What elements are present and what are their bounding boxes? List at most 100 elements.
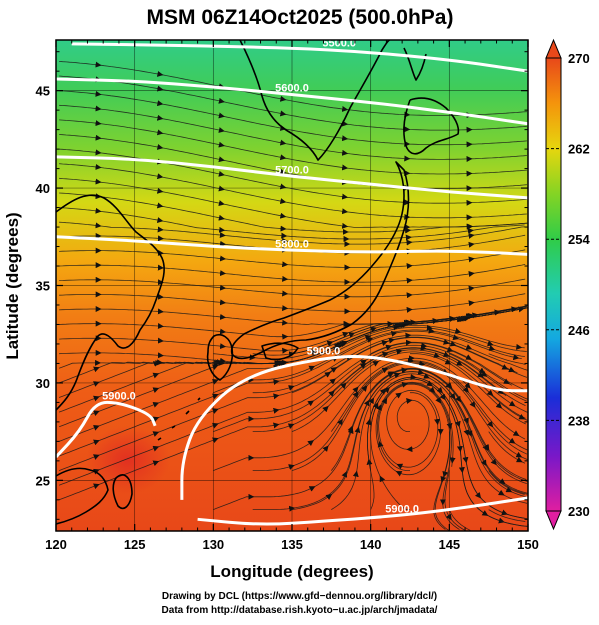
streamline (375, 381, 454, 476)
streamline-arrow (446, 422, 453, 430)
height-contour-label: 5900.0 (102, 390, 136, 402)
streamline-arrow (486, 389, 494, 396)
streamline-arrow (469, 401, 476, 408)
colorbar-tick-label: 270 (568, 51, 590, 66)
streamline (409, 353, 526, 425)
plot-area: 5500.0 5600.0 5700.0 5800.0 5900.0 5900.0 5900… (56, 40, 528, 531)
chart-title: MSM 06Z14Oct2025 (500.0hPa) (147, 6, 454, 29)
streamline-arrow (428, 386, 436, 393)
streamline-arrow (365, 418, 372, 426)
streamline-arrow (396, 348, 403, 355)
coastline-ryukyu (157, 397, 201, 441)
colorbar-ticks: 230 238 246 254 262 270 (546, 51, 590, 519)
streamline-arrow (218, 214, 225, 221)
streamline-arrow (156, 217, 164, 224)
streamline (370, 341, 528, 392)
streamline-arrow (279, 110, 287, 117)
colorbar-tick-label: 262 (568, 142, 590, 157)
streamline-arrow (388, 371, 395, 377)
streamline-arrow (515, 451, 523, 458)
streamline-arrow (307, 400, 315, 407)
y-tick-label: 45 (36, 84, 50, 99)
height-contour-line (180, 354, 528, 500)
x-tick-label: 125 (124, 537, 146, 552)
x-axis-ticks: 120 125 130 135 140 145 150 (45, 40, 539, 552)
streamline-arrow (337, 418, 343, 426)
streamline-arrow (361, 385, 368, 392)
x-tick-label: 140 (360, 537, 382, 552)
streamline-arrow (360, 359, 367, 366)
streamline (58, 347, 507, 501)
streamline-arrow (272, 422, 280, 429)
height-contour-line (197, 496, 528, 526)
colorbar-tick-label: 246 (568, 323, 590, 338)
streamline-arrow (218, 156, 225, 163)
coastlines (56, 40, 460, 525)
streamline-arrow (446, 346, 454, 353)
streamline-arrow (423, 373, 430, 379)
streamline-arrow (442, 470, 449, 478)
coastline-kyushu (206, 333, 234, 381)
streamline-arrow (218, 112, 225, 119)
height-contour-line (56, 400, 157, 458)
streamline-arrow (465, 354, 473, 360)
streamline-arrow (393, 372, 401, 379)
y-tick-label: 35 (36, 279, 50, 294)
coastline-russia-china (239, 40, 391, 161)
streamline (59, 134, 527, 189)
streamline-arrow (279, 183, 287, 190)
streamline-arrow (325, 493, 333, 500)
streamline-arrow (152, 372, 160, 379)
streamline-arrow (326, 340, 334, 347)
streamline-arrow (354, 426, 361, 434)
streamline-arrow (468, 285, 475, 292)
streamline-arrow (465, 344, 473, 350)
streamline-arrow (454, 420, 461, 428)
y-axis-ticks: 25 30 35 40 45 (36, 51, 528, 520)
streamline (59, 90, 527, 146)
streamline-arrow (379, 475, 386, 483)
streamline-arrow (152, 416, 160, 423)
streamline-arrow (156, 114, 164, 121)
streamline-arrow (218, 200, 225, 207)
streamline-arrow (156, 202, 164, 209)
streamline-arrow (395, 392, 402, 399)
streamline-arrow (211, 393, 219, 400)
x-tick-label: 145 (438, 537, 460, 552)
streamline (488, 353, 526, 365)
streamline-arrow (449, 340, 457, 347)
streamline-arrow (495, 402, 503, 409)
streamline (59, 104, 527, 160)
streamline-arrow (330, 367, 338, 373)
streamline-arrow (385, 344, 393, 351)
streamline-arrow (93, 439, 100, 446)
streamline (58, 330, 522, 457)
streamline-arrow (288, 464, 295, 470)
streamline-arrow (341, 340, 349, 347)
streamline-arrow (341, 471, 348, 478)
streamline-arrow (93, 395, 100, 402)
streamline-arrow (449, 392, 456, 400)
streamline-arrow (381, 340, 388, 347)
streamline-arrow (156, 100, 164, 107)
colorbar-body (545, 57, 562, 512)
streamline-arrow (273, 407, 280, 414)
streamline-arrow (440, 475, 447, 483)
coastline-mainland-korea (56, 194, 165, 411)
streamline-arrow (452, 334, 460, 341)
coastline-sakhalin (403, 47, 427, 81)
streamline (59, 221, 526, 245)
streamline-arrow (443, 351, 450, 357)
streamline-arrow (308, 486, 316, 492)
streamline-arrow (152, 431, 160, 437)
y-tick-label: 30 (36, 376, 50, 391)
streamline-arrow (93, 410, 100, 417)
streamline-arrow (218, 185, 225, 192)
colorbar-tick-label: 230 (568, 504, 590, 519)
streamline-arrow (342, 331, 349, 338)
streamline-arrow (468, 271, 475, 277)
height-contour-line (56, 77, 528, 126)
streamline-arrow (329, 378, 336, 385)
coastline-hokkaido (403, 97, 460, 155)
streamline-arrow (434, 418, 441, 426)
